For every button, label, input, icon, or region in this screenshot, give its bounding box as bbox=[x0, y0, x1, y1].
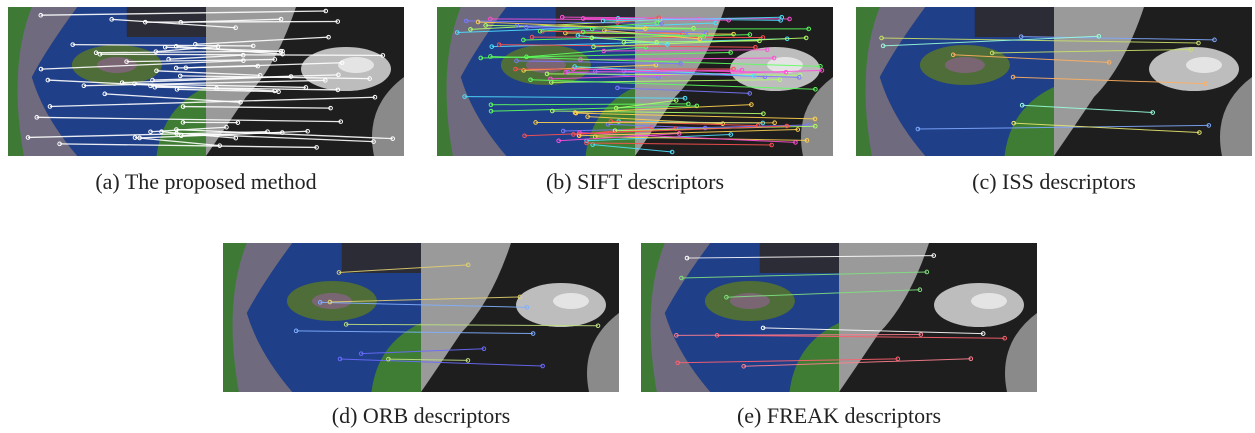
cloud bbox=[971, 293, 1007, 309]
caption: (d) ORB descriptors bbox=[211, 403, 631, 429]
match-image bbox=[8, 7, 404, 156]
match-image bbox=[641, 243, 1037, 392]
match-image bbox=[223, 243, 619, 392]
land bbox=[760, 243, 839, 273]
island bbox=[945, 57, 985, 73]
match-line bbox=[145, 22, 337, 23]
land bbox=[975, 7, 1054, 37]
island bbox=[526, 57, 566, 73]
caption: (b) SIFT descriptors bbox=[425, 169, 845, 195]
caption: (c) ISS descriptors bbox=[844, 169, 1255, 195]
figure: (a) The proposed method (b) SIFT descrip… bbox=[0, 0, 1255, 433]
cloud bbox=[338, 57, 374, 73]
match-image bbox=[856, 7, 1252, 156]
cloud bbox=[1186, 57, 1222, 73]
match-image bbox=[437, 7, 833, 156]
caption: (a) The proposed method bbox=[0, 169, 416, 195]
caption: (e) FREAK descriptors bbox=[629, 403, 1049, 429]
cloud bbox=[553, 293, 589, 309]
